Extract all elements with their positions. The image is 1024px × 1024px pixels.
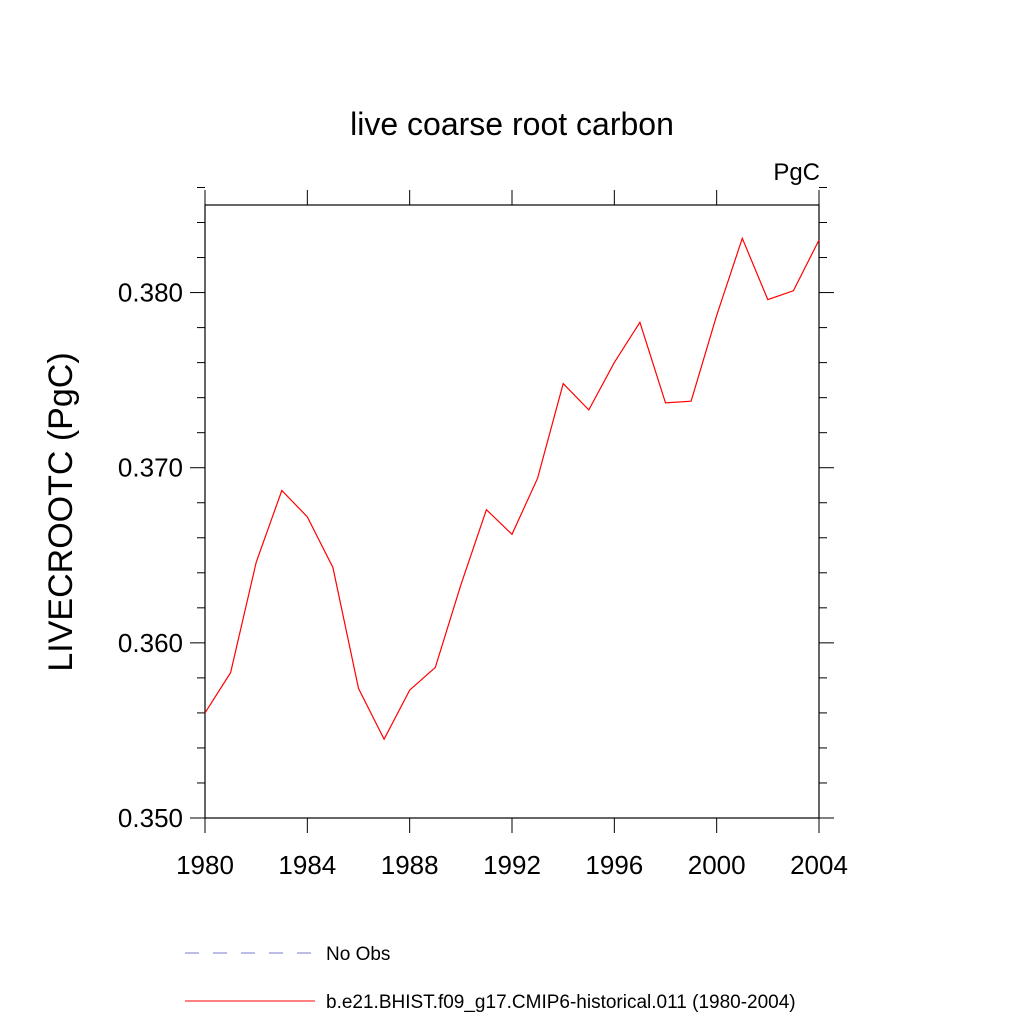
series-layer [204, 236, 820, 741]
data-point [230, 672, 231, 673]
data-point [383, 739, 384, 740]
chart-units-label: PgC [773, 159, 820, 186]
data-point [358, 688, 359, 689]
data-point [460, 584, 461, 585]
data-point [409, 690, 410, 691]
data-point [818, 239, 819, 240]
data-point [665, 402, 666, 403]
data-point [511, 534, 512, 535]
chart-title: live coarse root carbon [350, 106, 674, 142]
data-point [716, 315, 717, 316]
x-tick-label: 1992 [483, 850, 541, 880]
y-tick-label: 0.380 [118, 278, 183, 308]
data-point [307, 516, 308, 517]
data-point [486, 509, 487, 510]
data-point [256, 562, 257, 563]
data-point [563, 383, 564, 384]
data-point [767, 299, 768, 300]
x-tick-label: 2000 [688, 850, 746, 880]
y-tick-label: 0.350 [118, 803, 183, 833]
data-point [537, 478, 538, 479]
data-point [614, 362, 615, 363]
x-tick-label: 1996 [585, 850, 643, 880]
x-tick-label: 1988 [381, 850, 439, 880]
data-point [588, 409, 589, 410]
x-tick-label: 1984 [278, 850, 336, 880]
legend: No Obs b.e21.BHIST.f09_g17.CMIP6-histori… [185, 944, 796, 1013]
data-point [690, 401, 691, 402]
x-tick-label: 1980 [176, 850, 234, 880]
data-point [793, 290, 794, 291]
axis-ticks [190, 186, 834, 833]
legend-series-label: b.e21.BHIST.f09_g17.CMIP6-historical.011… [326, 992, 796, 1013]
x-tick-label: 2004 [790, 850, 848, 880]
y-tick-label: 0.360 [118, 628, 183, 658]
data-point [639, 322, 640, 323]
series-line [204, 236, 820, 741]
data-point [332, 567, 333, 568]
data-point [204, 712, 205, 713]
y-axis-label: LIVECROOTC (PgC) [42, 352, 80, 671]
plot-frame [204, 204, 820, 819]
data-point [435, 667, 436, 668]
legend-no-obs-label: No Obs [326, 944, 390, 965]
y-tick-label: 0.370 [118, 453, 183, 483]
data-point [742, 238, 743, 239]
axis-tick-labels: 1980 1984 1988 1992 1996 2000 2004 0.350 0.360 0.… [118, 278, 848, 880]
data-point [281, 490, 282, 491]
